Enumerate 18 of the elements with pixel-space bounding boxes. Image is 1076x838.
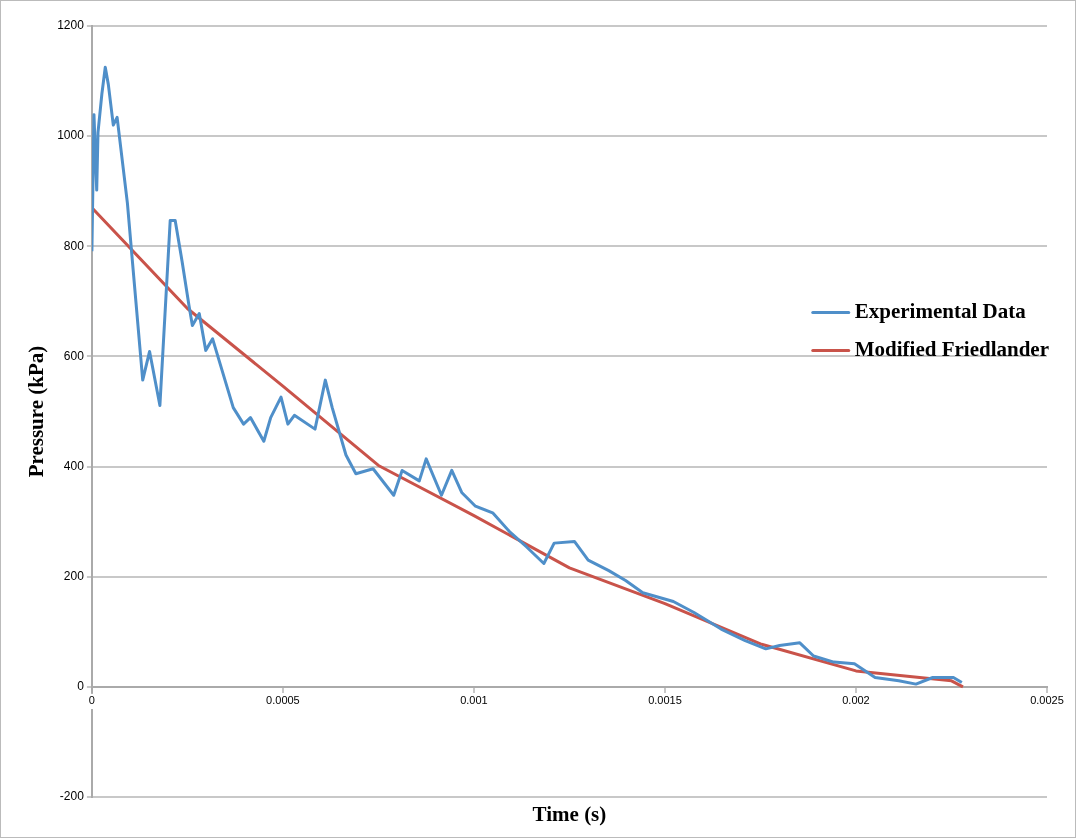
legend-label: Experimental Data — [854, 298, 1027, 323]
x-tick-label: 0.001 — [460, 694, 488, 707]
x-tick-label: 0.0015 — [648, 694, 682, 707]
x-tick-label: 0.0005 — [266, 694, 300, 707]
y-tick-label: 600 — [63, 348, 85, 363]
y-tick-label: 200 — [63, 569, 85, 584]
y-axis-title: Pressure (kPa) — [24, 345, 49, 478]
legend-label: Modified Friedlander — [854, 336, 1049, 361]
y-tick-label: 800 — [63, 238, 85, 253]
x-axis-title: Time (s) — [532, 801, 607, 826]
y-tick-label: 400 — [63, 458, 85, 473]
y-tick-label: -200 — [59, 789, 85, 804]
y-tick-label: 1000 — [57, 128, 85, 143]
x-tick-label: 0.002 — [842, 694, 870, 707]
y-tick-label: 0 — [77, 679, 85, 694]
x-tick-label: 0 — [88, 694, 95, 707]
y-tick-label: 1200 — [57, 18, 85, 33]
x-tick-label: 0.0025 — [1030, 694, 1064, 707]
